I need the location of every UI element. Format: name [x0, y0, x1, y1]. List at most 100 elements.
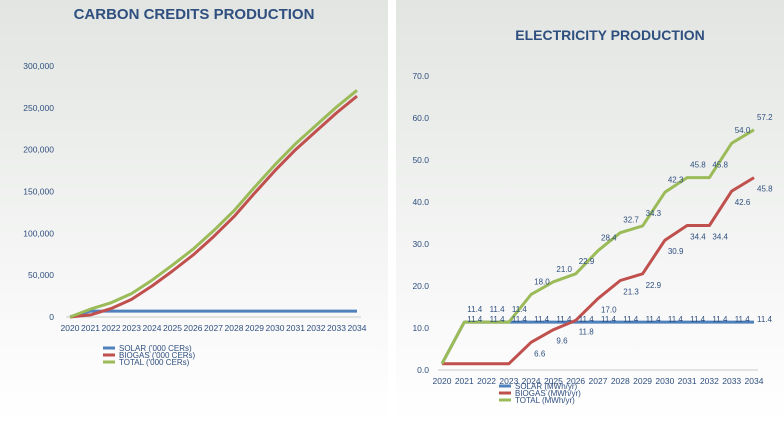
series-line [69, 89, 358, 319]
x-tick-label: 2025 [163, 323, 182, 333]
data-label: 21.3 [623, 288, 639, 297]
data-label: 21.0 [556, 265, 572, 274]
x-tick-label: 2031 [678, 376, 697, 386]
data-label: 11.4 [601, 315, 617, 324]
data-label: 11.8 [579, 327, 595, 336]
data-label: 34.4 [690, 233, 706, 242]
series-line [440, 320, 754, 365]
y-tick-label: 0 [49, 312, 54, 322]
x-tick-label: 2032 [307, 323, 326, 333]
y-tick-label: 300,000 [23, 61, 54, 71]
x-tick-label: 2030 [266, 323, 285, 333]
y-tick-label: 30.0 [412, 239, 429, 249]
data-label: 34.3 [646, 209, 662, 218]
y-tick-label: 40.0 [412, 197, 429, 207]
x-tick-label: 2029 [633, 376, 652, 386]
series-line [440, 128, 755, 365]
legend-label: BIOGAS ('000 CERs) [119, 351, 196, 360]
data-label: 11.4 [579, 315, 595, 324]
legend-label: SOLAR (MWh/yr) [515, 382, 578, 391]
electricity-chart: ELECTRICITY PRODUCTION 0.0 10.0 20.0 30.0 40… [412, 27, 773, 405]
x-tick-label: 2022 [102, 323, 121, 333]
y-tick-label: 60.0 [412, 113, 429, 123]
x-tick-label: 2027 [589, 376, 608, 386]
data-label: 11.4 [490, 315, 506, 324]
x-tick-label: 2033 [722, 376, 741, 386]
chart-title: ELECTRICITY PRODUCTION [515, 27, 705, 43]
data-label: 45.8 [757, 185, 773, 194]
data-label: 6.6 [534, 349, 546, 358]
y-tick-label: 250,000 [23, 103, 54, 113]
x-tick-label: 2029 [245, 323, 264, 333]
data-label: 18.0 [534, 277, 550, 286]
series-line [69, 94, 358, 319]
data-label: 11.4 [512, 305, 528, 314]
data-label: 11.4 [534, 315, 550, 324]
data-label: 42.3 [668, 175, 684, 184]
x-tick-label: 2028 [611, 376, 630, 386]
data-label: 28.4 [601, 234, 617, 243]
data-label: 32.7 [623, 216, 639, 225]
x-tick-label: 2026 [566, 376, 585, 386]
data-label: 11.4 [712, 315, 728, 324]
y-tick-label: 50.0 [412, 155, 429, 165]
x-tick-label: 2025 [544, 376, 563, 386]
x-tick-label: 2027 [204, 323, 223, 333]
data-label: 11.4 [512, 315, 528, 324]
data-label: 11.4 [735, 315, 751, 324]
series-line [69, 309, 357, 319]
data-label: 45.8 [712, 161, 728, 170]
x-tick-label: 2023 [499, 376, 518, 386]
x-tick-label: 2023 [122, 323, 141, 333]
legend-label: BIOGAS (MWh/yr) [515, 389, 581, 398]
data-label: 54.0 [735, 126, 751, 135]
data-label: 34.4 [712, 233, 728, 242]
data-label: 22.9 [579, 257, 595, 266]
data-label: 11.4 [556, 315, 572, 324]
y-tick-label: 200,000 [23, 145, 54, 155]
x-tick-label: 2028 [225, 323, 244, 333]
carbon-credits-chart: CARBON CREDITS PRODUCTION 0 50,000 100,000… [23, 6, 367, 367]
legend-label: TOTAL (MWh/yr) [515, 396, 575, 405]
x-tick-label: 2022 [477, 376, 496, 386]
y-tick-label: 100,000 [23, 228, 54, 238]
x-tick-label: 2030 [655, 376, 674, 386]
carbon-credits-chart-panel: CARBON CREDITS PRODUCTION 0 50,000 100,000… [0, 0, 388, 421]
data-label: 30.9 [668, 247, 684, 256]
data-label: 57.2 [757, 113, 773, 122]
data-label: 11.4 [467, 305, 483, 314]
data-label: 22.9 [646, 281, 662, 290]
data-label: 11.4 [467, 315, 483, 324]
chart-title: CARBON CREDITS PRODUCTION [74, 6, 315, 23]
y-tick-label: 50,000 [28, 270, 54, 280]
x-tick-label: 2021 [455, 376, 474, 386]
series-line [442, 176, 755, 366]
data-label: 11.4 [690, 315, 706, 324]
data-label: 11.4 [646, 315, 662, 324]
data-label: 17.0 [601, 306, 617, 315]
data-label: 11.4 [623, 315, 639, 324]
x-tick-label: 2034 [745, 376, 764, 386]
y-tick-label: 70.0 [412, 71, 429, 81]
electricity-chart-panel: ELECTRICITY PRODUCTION 0.0 10.0 20.0 30.0 40… [396, 0, 784, 421]
legend-label: TOTAL ('000 CERs) [119, 358, 190, 367]
x-tick-label: 2024 [143, 323, 162, 333]
data-label: 42.6 [735, 198, 751, 207]
x-tick-label: 2034 [348, 323, 367, 333]
x-tick-label: 2026 [184, 323, 203, 333]
y-tick-label: 20.0 [412, 281, 429, 291]
x-tick-label: 2033 [327, 323, 346, 333]
x-tick-label: 2020 [433, 376, 452, 386]
y-tick-label: 150,000 [23, 187, 54, 197]
x-tick-label: 2024 [522, 376, 541, 386]
x-tick-label: 2032 [700, 376, 719, 386]
x-tick-label: 2031 [286, 323, 305, 333]
data-label: 45.8 [690, 161, 706, 170]
x-tick-label: 2021 [81, 323, 100, 333]
legend-label: SOLAR ('000 CERs) [119, 344, 192, 353]
y-tick-label: 0.0 [417, 365, 429, 375]
y-tick-label: 10.0 [412, 323, 429, 333]
data-label: 11.4 [757, 315, 773, 324]
x-tick-label: 2020 [61, 323, 80, 333]
data-label: 9.6 [556, 337, 568, 346]
